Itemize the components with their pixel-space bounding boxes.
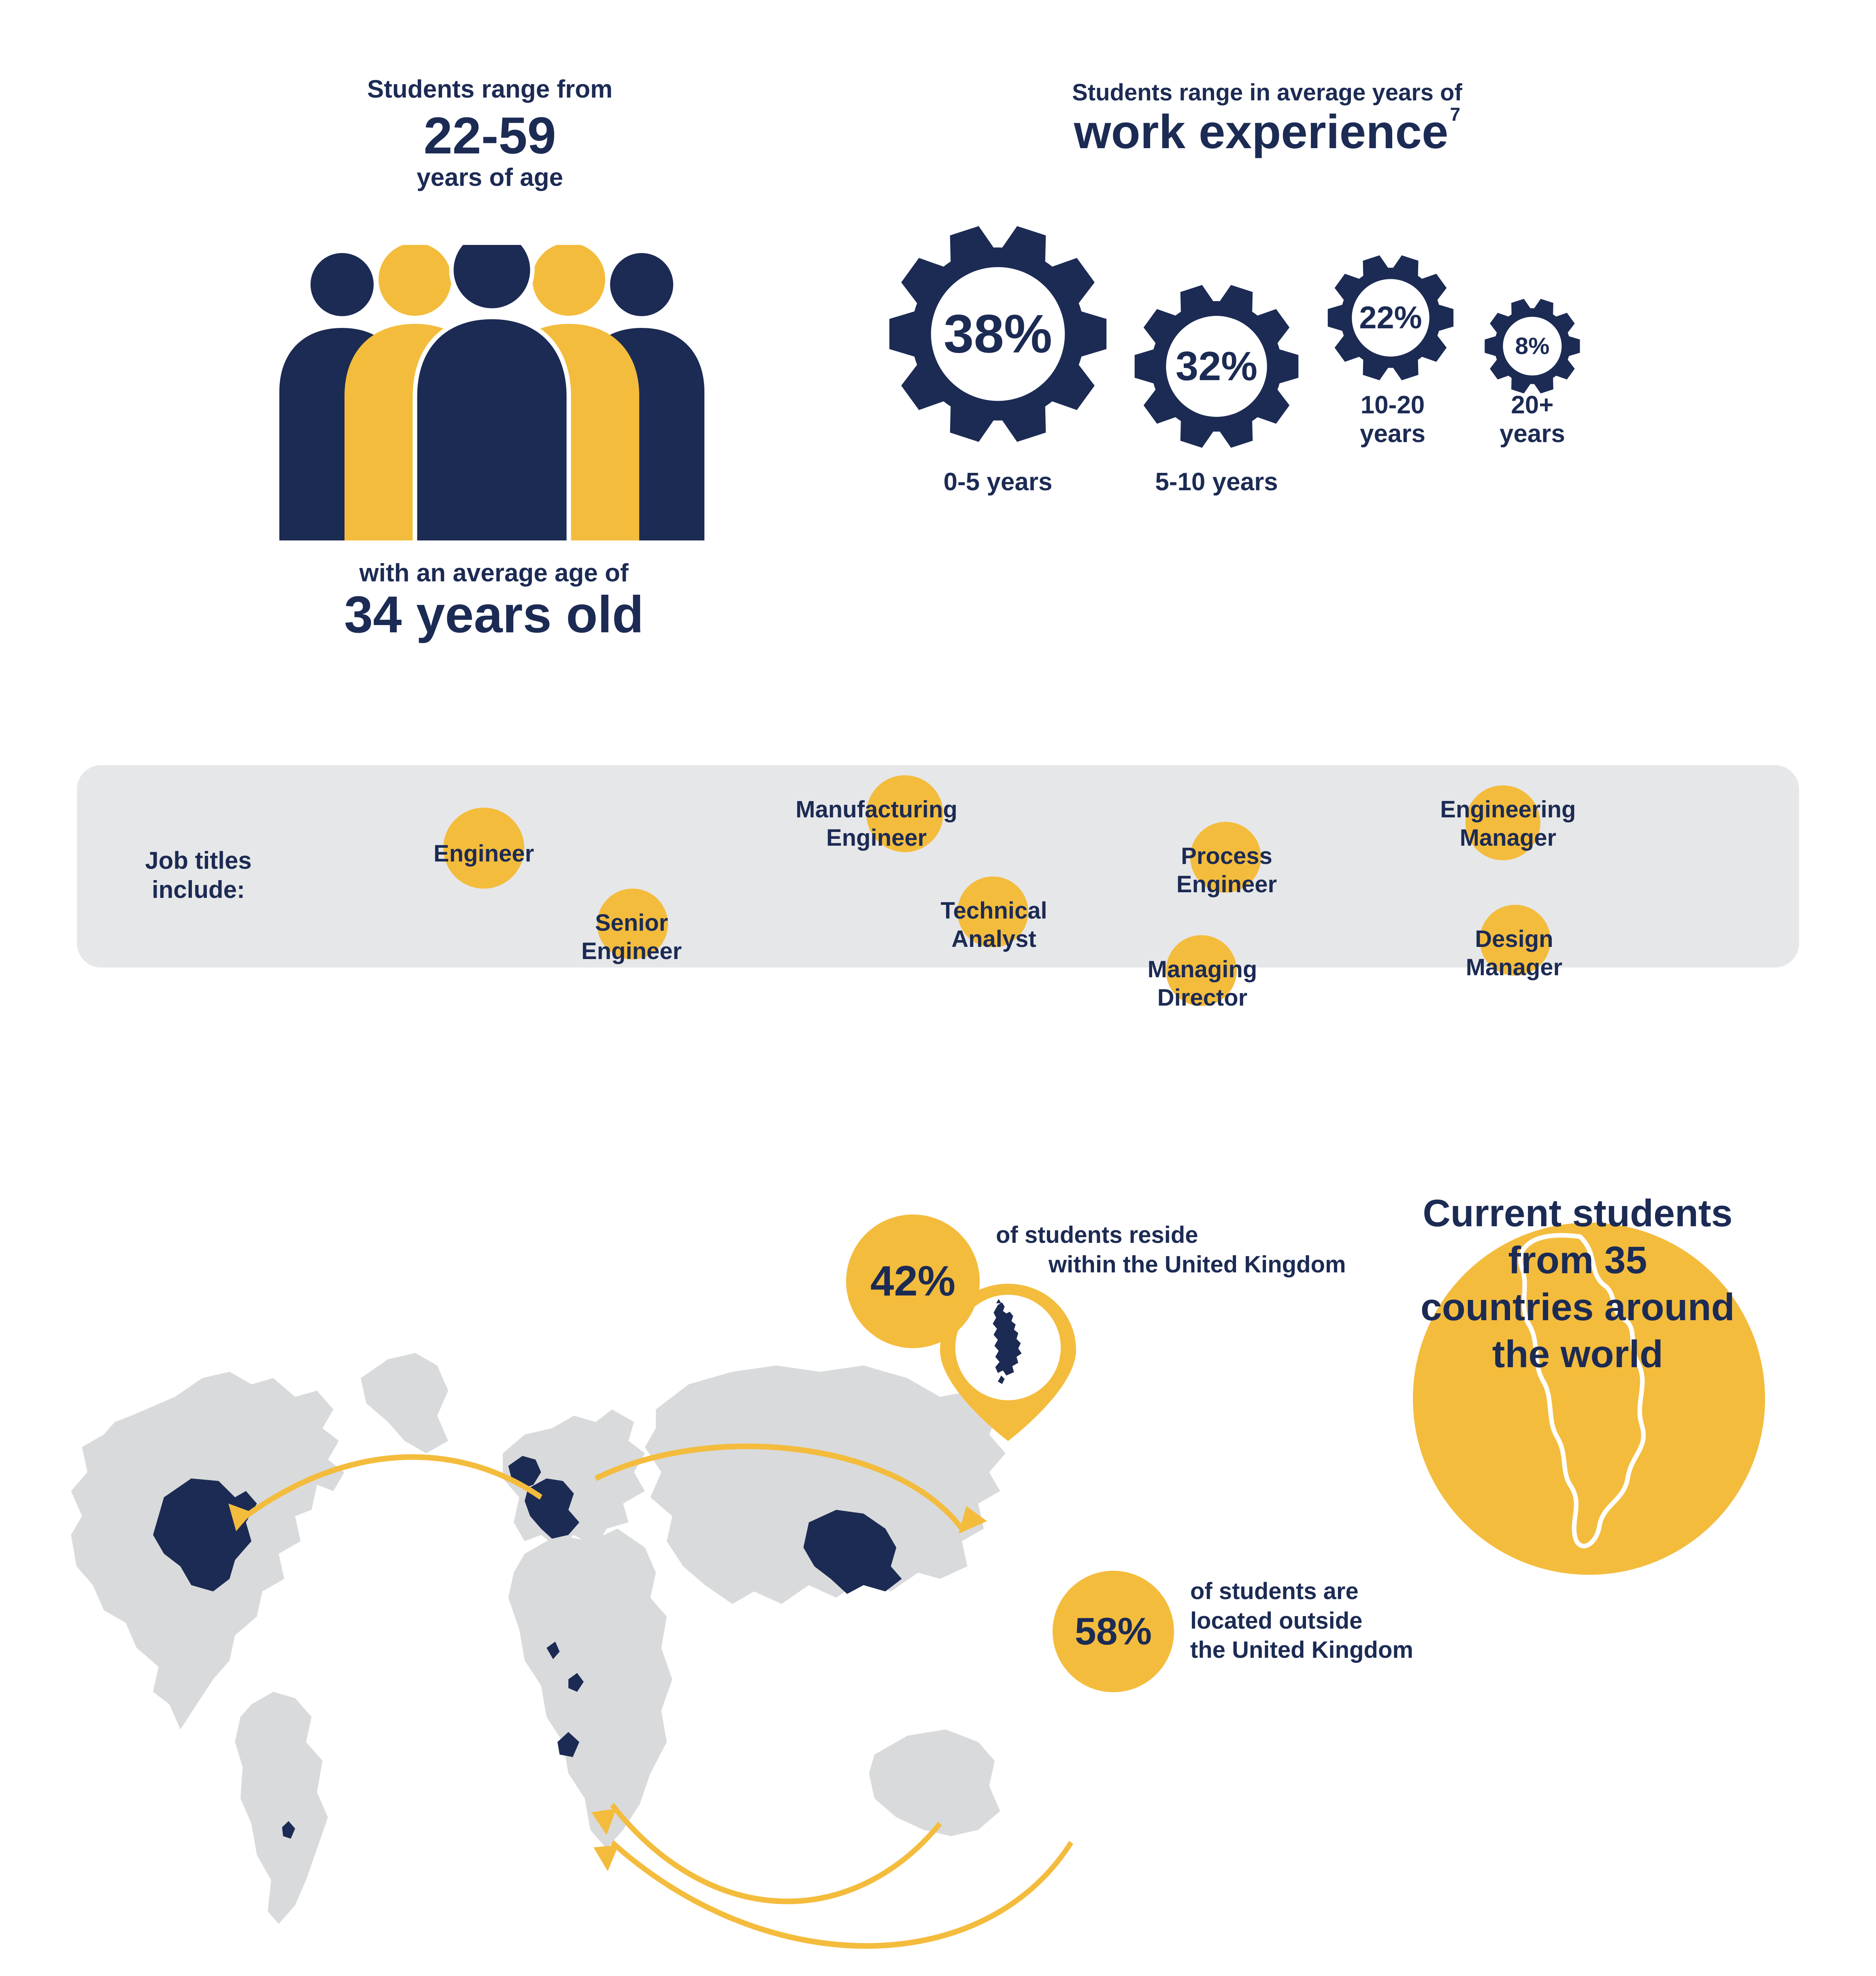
svg-text:32%: 32% [1176,344,1257,389]
svg-text:38%: 38% [944,304,1052,364]
svg-text:22%: 22% [1359,300,1422,335]
svg-text:8%: 8% [1515,333,1550,359]
